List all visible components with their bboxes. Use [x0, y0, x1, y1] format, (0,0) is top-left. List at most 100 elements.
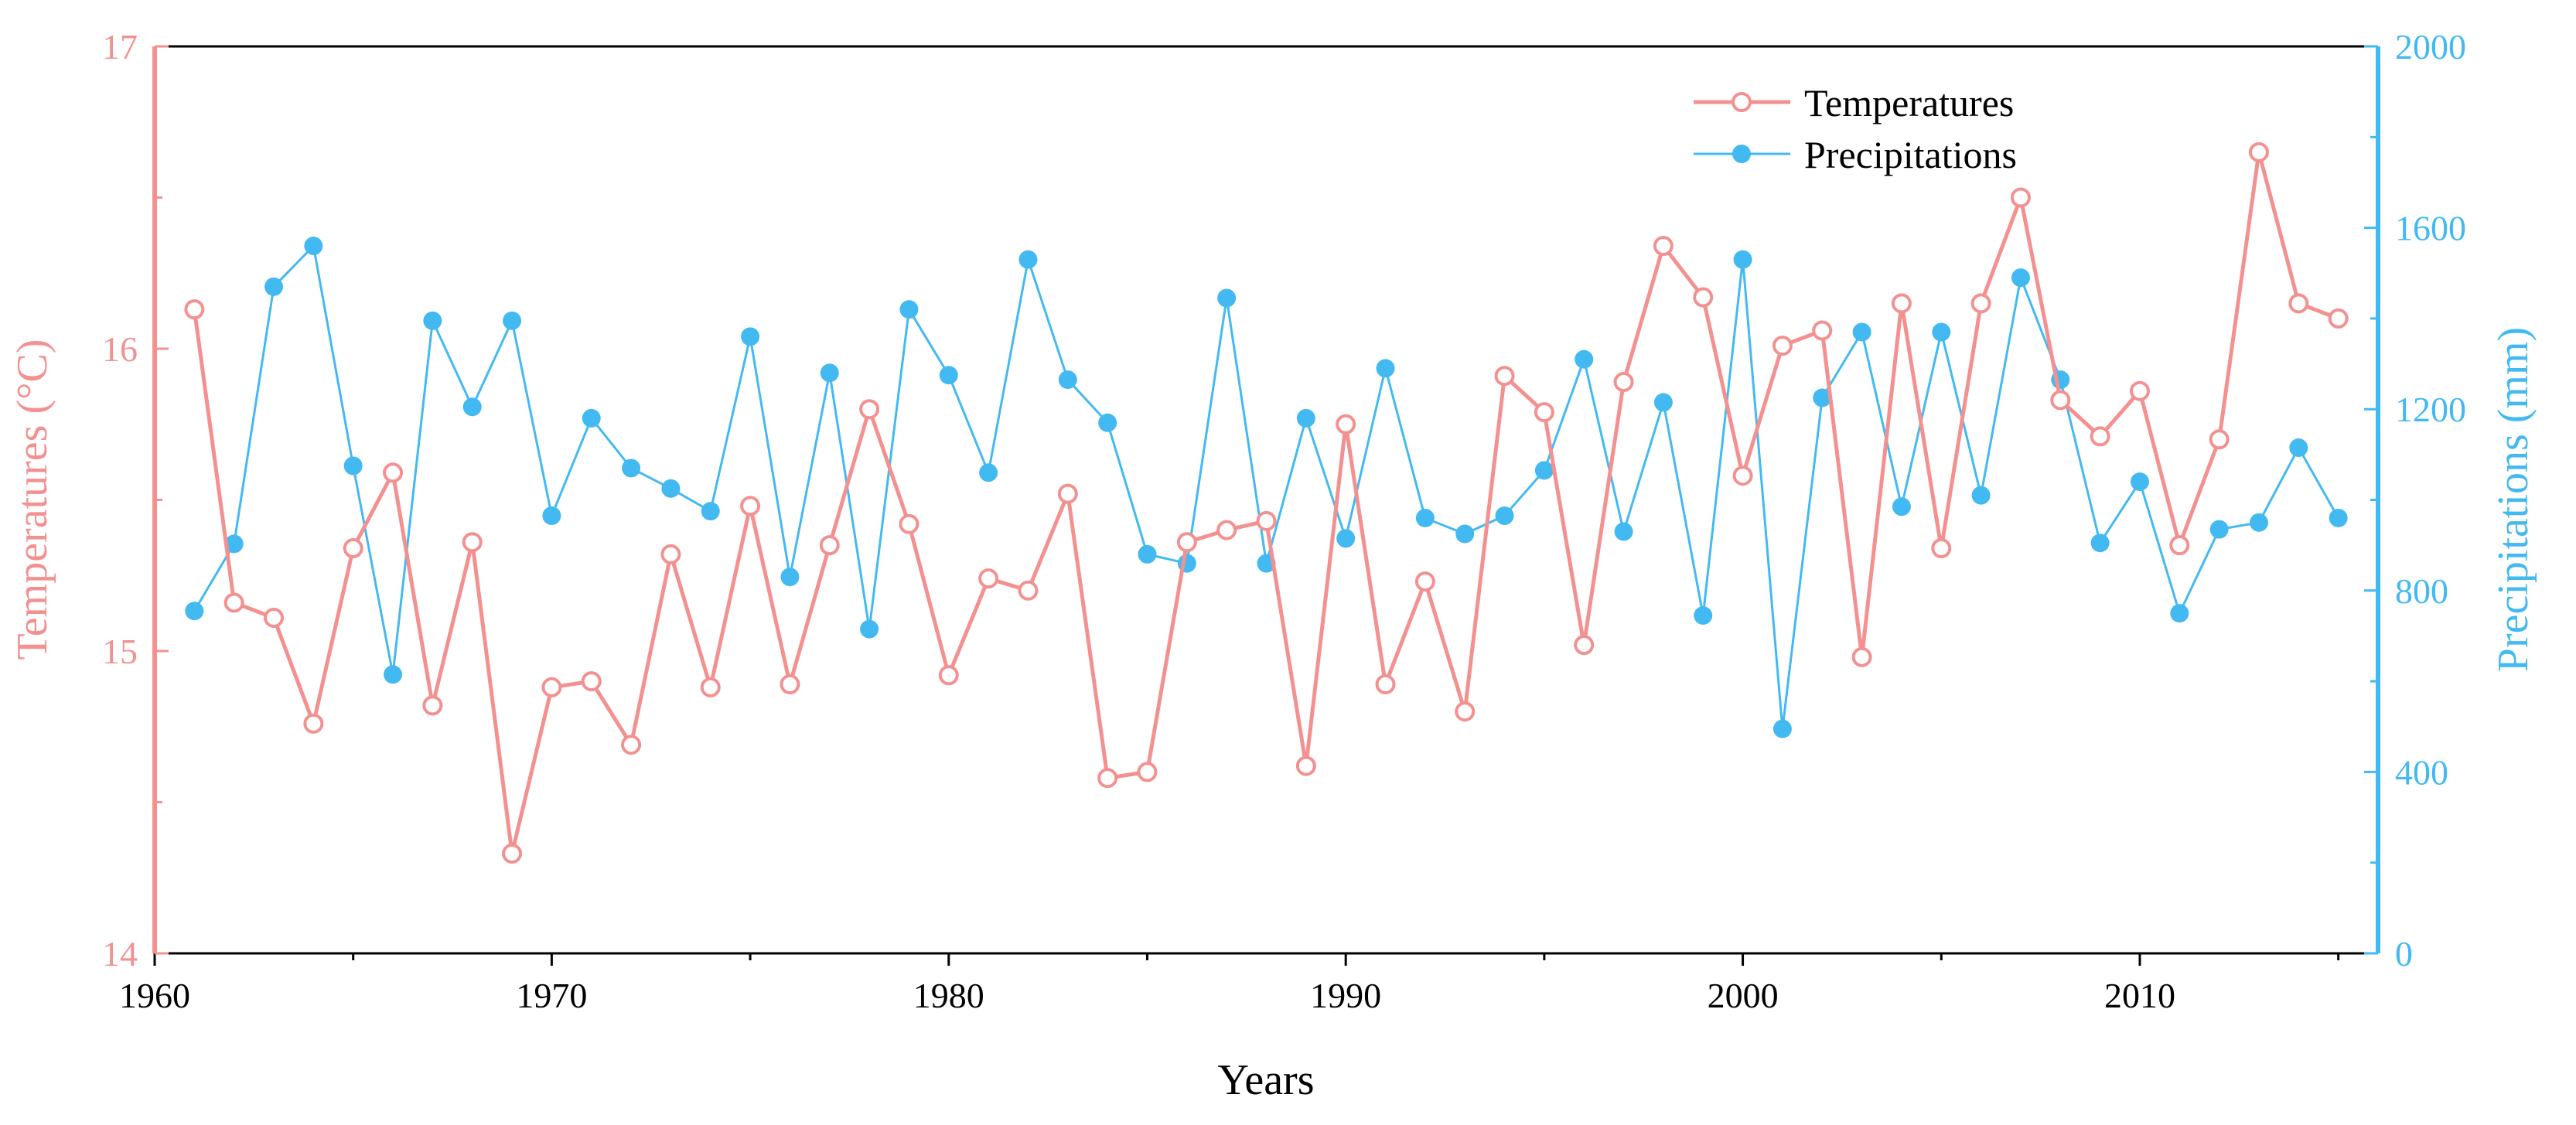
y-left-tick-label: 16: [102, 329, 138, 369]
legend-temperatures-marker: [1732, 92, 1752, 112]
temperatures-point: [2248, 141, 2269, 162]
precipitations-point: [582, 408, 601, 428]
temperatures-point: [1534, 402, 1554, 423]
temperatures-point: [2129, 380, 2150, 401]
precipitations-point: [384, 665, 403, 684]
temperatures-point: [2209, 429, 2230, 450]
precipitations-point: [264, 277, 284, 296]
x-tick-label: 1990: [1310, 976, 1381, 1015]
y-right-tick-label: 800: [2395, 571, 2448, 611]
precipitations-point: [1733, 250, 1752, 269]
temperatures-point: [462, 532, 483, 553]
y-left-tick-label: 15: [102, 632, 138, 671]
temperatures-point: [1653, 236, 1674, 257]
temperatures-point: [621, 735, 642, 755]
y-right-axis-ticks: 0 400 800 1200 1600 2000: [2364, 27, 2466, 973]
precipitations-point: [899, 300, 919, 319]
precipitations-point: [423, 311, 442, 330]
precipitations-point: [1455, 524, 1475, 544]
temperatures-point: [1216, 520, 1237, 540]
temperatures-line: [192, 150, 2339, 856]
temperatures-point: [1097, 768, 1118, 789]
temperatures-point: [343, 538, 363, 559]
precipitations-point: [1694, 606, 1713, 626]
precipitations-point: [622, 459, 641, 478]
temperatures-point: [2169, 535, 2190, 556]
temperatures-point: [1137, 762, 1158, 782]
temperatures-point: [2090, 426, 2110, 447]
precipitations-point: [820, 363, 839, 383]
precipitations-point: [701, 502, 720, 521]
y-right-tick-label: 1200: [2395, 390, 2466, 429]
precipitations-point: [1892, 497, 1911, 516]
temperatures-point: [938, 665, 959, 686]
precipitations-point: [224, 534, 244, 554]
y-right-tick-label: 0: [2395, 934, 2413, 973]
temperatures-point: [1851, 646, 1872, 667]
temperatures-point: [700, 677, 721, 697]
temperatures-point: [1613, 372, 1634, 393]
y-right-tick-label: 2000: [2395, 27, 2466, 66]
y-left-tick-label: 14: [102, 934, 138, 973]
precipitations-point: [2090, 534, 2110, 553]
temperatures-point: [2050, 390, 2071, 411]
temperatures-point: [2010, 187, 2031, 208]
precipitations-point: [1495, 506, 1514, 526]
temperatures-point: [422, 695, 443, 716]
temperatures-point: [1336, 414, 1356, 435]
temperatures-point: [780, 674, 800, 695]
temperatures-point: [978, 568, 999, 589]
precipitations-point: [1098, 413, 1117, 432]
temperatures-point: [660, 544, 681, 564]
precipitations-point: [1018, 250, 1038, 269]
precipitations-point: [343, 456, 363, 476]
temperatures-point: [1732, 465, 1753, 486]
precipitations-point: [1575, 349, 1594, 369]
precipitations-point: [1932, 322, 1951, 342]
x-axis-ticks: 1960 1970 1980 1990 2000 2010: [119, 953, 2340, 1015]
y-right-tick-label: 1600: [2395, 209, 2466, 248]
temperatures-point: [1176, 532, 1197, 553]
legend-precipitations-label: Precipitations: [1804, 133, 2017, 176]
precipitations-point: [1296, 408, 1315, 428]
temperatures-point: [819, 535, 840, 556]
temperatures-point: [184, 299, 205, 320]
precipitations-point: [780, 568, 800, 587]
temperatures-point: [502, 843, 523, 864]
precipitations-point: [2329, 508, 2348, 527]
precipitations-point: [2170, 604, 2189, 623]
x-tick-label: 1970: [516, 976, 587, 1015]
temperatures-point: [383, 462, 404, 483]
precipitations-point: [2209, 520, 2229, 539]
x-tick-label: 1980: [913, 976, 984, 1015]
y-left-axis-label: Temperatures (°C): [9, 339, 56, 660]
precipitations-point: [185, 602, 204, 621]
precipitations-point: [542, 506, 561, 526]
temperatures-point: [1693, 287, 1714, 308]
x-tick-label: 2000: [1708, 976, 1779, 1015]
x-tick-label: 1960: [119, 976, 190, 1015]
temperatures-point: [1455, 701, 1476, 722]
precipitations-point: [2249, 513, 2268, 532]
precipitations-point: [1415, 508, 1435, 527]
legend-temperatures-label: Temperatures: [1804, 81, 2014, 124]
precipitations-series: [185, 237, 2348, 738]
precipitations-point: [1138, 544, 1157, 564]
temperatures-point: [899, 513, 920, 534]
temperatures-point: [2328, 308, 2349, 329]
temperatures-point: [1256, 510, 1277, 531]
temperatures-point: [541, 677, 562, 697]
precipitations-point: [1534, 461, 1554, 480]
temperatures-series: [184, 141, 2349, 864]
precipitations-point: [462, 397, 482, 417]
precipitations-point: [503, 311, 522, 330]
precipitations-point: [1653, 393, 1673, 412]
temperatures-point: [303, 713, 324, 734]
precipitations-point: [979, 463, 998, 482]
y-right-tick-label: 400: [2395, 752, 2448, 792]
precipitations-point: [1813, 388, 1832, 407]
precipitations-point: [661, 479, 681, 498]
temperatures-point: [1970, 293, 1991, 314]
temperatures-point: [859, 399, 880, 420]
